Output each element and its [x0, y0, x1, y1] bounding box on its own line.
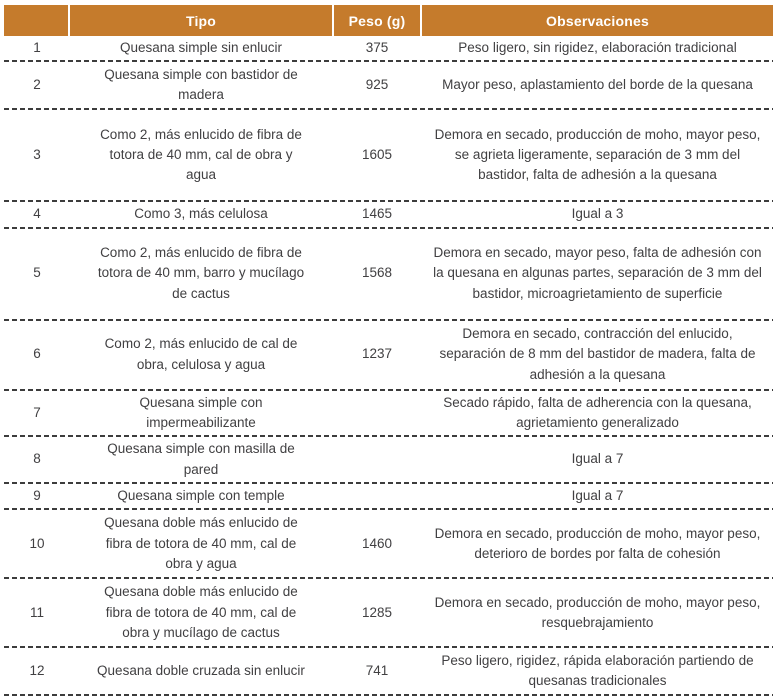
row-tipo-cell: Quesana simple con bastidor de madera [104, 67, 298, 103]
table-row: 8 Quesana simple con masilla de pared Ig… [4, 437, 773, 484]
row-observaciones-cell: Demora en secado, contracción del enluci… [439, 326, 756, 382]
header-cell-peso: Peso (g) [334, 5, 420, 36]
row-peso-cell [334, 391, 420, 438]
row-tipo-cell: Quesana simple sin enlucir [119, 40, 283, 55]
row-number-cell: 9 [33, 488, 41, 503]
row-tipo-cell: Quesana doble más enlucido de fibra de t… [104, 584, 298, 640]
row-peso-cell: 1285 [361, 604, 393, 620]
row-observaciones-cell: Demora en secado, mayor peso, falta de a… [433, 245, 762, 301]
row-peso-cell: 1237 [361, 346, 393, 362]
table-row: 11 Quesana doble más enlucido de fibra d… [4, 579, 773, 649]
row-number-cell: 1 [33, 40, 41, 55]
row-tipo-cell: Quesana simple con impermeabilizante [139, 394, 263, 430]
row-observaciones-cell: Demora en secado, producción de moho, ma… [434, 126, 761, 183]
row-number-cell: 12 [29, 663, 45, 679]
row-tipo-cell: Quesana simple con masilla de pared [107, 441, 295, 477]
row-tipo-cell: Quesana doble cruzada sin enlucir [97, 663, 305, 679]
table-row: 10 Quesana doble más enlucido de fibra d… [4, 510, 773, 580]
row-number-cell: 10 [29, 535, 45, 551]
row-peso-cell: 1568 [361, 265, 393, 281]
table-row: 9 Quesana simple con temple Igual a 7 [4, 484, 773, 511]
row-number-cell: 11 [29, 604, 44, 620]
table-body: 1 Quesana simple sin enlucir 375 Peso li… [4, 36, 773, 697]
row-tipo-cell: Como 2, más enlucido de cal de obra, cel… [104, 336, 298, 372]
row-number-cell: 8 [33, 451, 41, 467]
row-tipo-cell: Quesana doble más enlucido de fibra de t… [104, 515, 298, 571]
row-observaciones-cell: Igual a 7 [571, 451, 624, 467]
comparison-table: Tipo Peso (g) Observaciones 1 Quesana si… [4, 5, 773, 697]
row-peso-cell: 741 [365, 663, 389, 679]
table-row: 4 Como 3, más celulosa 1465 Igual a 3 [4, 202, 773, 229]
table-row: 2 Quesana simple con bastidor de madera … [4, 62, 773, 111]
row-number-cell: 5 [33, 265, 41, 281]
row-observaciones-cell: Secado rápido, falta de adherencia con l… [443, 394, 752, 430]
table-row: 12 Quesana doble cruzada sin enlucir 741… [4, 648, 773, 697]
row-number-cell: 4 [33, 206, 41, 222]
row-tipo-cell: Como 2, más enlucido de fibra de totora … [97, 245, 305, 301]
header-cell-number [4, 5, 68, 36]
row-observaciones-cell: Peso ligero, sin rigidez, elaboración tr… [458, 40, 737, 55]
row-number-cell: 6 [33, 346, 41, 362]
row-peso-cell: 925 [365, 77, 389, 93]
row-observaciones-cell: Igual a 7 [571, 488, 624, 503]
table-row: 1 Quesana simple sin enlucir 375 Peso li… [4, 36, 773, 63]
table-row: 3 Como 2, más enlucido de fibra de totor… [4, 110, 773, 203]
row-observaciones-cell: Mayor peso, aplastamiento del borde de l… [442, 77, 753, 93]
row-observaciones-cell: Demora en secado, producción de moho, ma… [434, 525, 761, 561]
row-peso-cell: 375 [365, 40, 389, 55]
table-row: 5 Como 2, más enlucido de fibra de totor… [4, 228, 773, 321]
row-tipo-cell: Como 3, más celulosa [134, 206, 268, 222]
table-row: 6 Como 2, más enlucido de cal de obra, c… [4, 320, 773, 391]
header-cell-tipo: Tipo [70, 5, 332, 36]
row-observaciones-cell: Igual a 3 [571, 206, 624, 222]
row-number-cell: 2 [33, 77, 41, 93]
header-cell-observaciones: Observaciones [422, 5, 773, 36]
table-row: 7 Quesana simple con impermeabilizante S… [4, 390, 773, 438]
row-peso-cell [334, 437, 420, 484]
row-peso-cell: 1460 [361, 535, 393, 551]
row-number-cell: 3 [33, 147, 41, 163]
row-peso-cell [334, 484, 420, 510]
row-tipo-cell: Quesana simple con temple [117, 488, 285, 503]
row-tipo-cell: Como 2, más enlucido de fibra de totora … [100, 126, 302, 183]
table-header-row: Tipo Peso (g) Observaciones [4, 5, 773, 36]
row-observaciones-cell: Demora en secado, producción de moho, ma… [434, 594, 761, 630]
row-peso-cell: 1465 [361, 206, 393, 222]
row-number-cell: 7 [33, 404, 41, 420]
row-peso-cell: 1605 [361, 147, 393, 163]
row-observaciones-cell: Peso ligero, rigidez, rápida elaboración… [441, 653, 754, 689]
